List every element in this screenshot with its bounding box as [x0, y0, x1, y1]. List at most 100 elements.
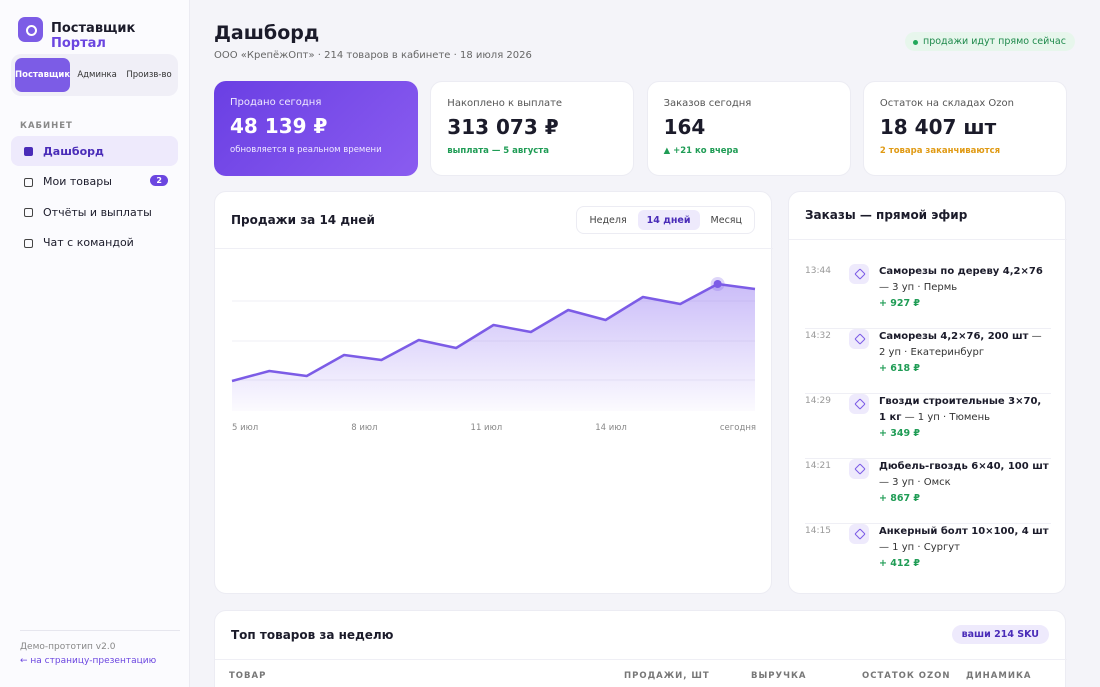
period-button[interactable]: 14 дней [637, 210, 700, 230]
x-axis: 5 июл 8 июл 11 июл 14 июл сегодня [232, 423, 756, 433]
column-header: ОСТАТОК OZON [862, 671, 951, 681]
kpi-note: выплата — 5 августа [447, 146, 549, 156]
sales-line [231, 282, 756, 383]
card-title: Заказы — прямой эфир [805, 208, 968, 222]
order-text: Анкерный болт 10×100, 4 шт — 1 уп · Сург… [879, 524, 1051, 572]
order-amount: + 927 ₽ [879, 298, 921, 309]
kpi-value: 48 139 ₽ [230, 114, 328, 138]
nav-item[interactable]: Отчёты и выплаты [11, 197, 178, 227]
kpi-label: Накоплено к выплате [447, 98, 563, 109]
kpi-note: 2 товара заканчиваются [879, 146, 1001, 156]
x-tick-label: 11 июл [470, 423, 503, 433]
sku-badge: ваши 214 SKU [951, 625, 1049, 644]
period-button[interactable]: Месяц [710, 214, 742, 226]
area [232, 284, 755, 411]
order-text: Дюбель-гвоздь 6×40, 100 шт — 3 уп · Омск… [879, 459, 1051, 507]
divider [215, 248, 773, 249]
role-tab[interactable]: Админка [77, 70, 117, 80]
x-tick-label: 14 июл [595, 423, 627, 433]
order-details: — 1 уп · Тюмень [901, 412, 990, 423]
card-title: Продажи за 14 дней [231, 213, 375, 227]
order-amount: + 867 ₽ [879, 493, 921, 504]
order-product: Дюбель-гвоздь 6×40, 100 шт [879, 461, 1049, 472]
kpi-note: обновляется в реальном времени [230, 145, 382, 155]
divider [20, 630, 180, 631]
subtitle: ООО «КрепёжОпт» · 214 товаров в кабинете… [214, 50, 532, 61]
order-product: Анкерный болт 10×100, 4 шт [879, 526, 1049, 537]
order-icon [849, 394, 869, 414]
role-tab[interactable]: Произв-во [126, 70, 172, 80]
back-link[interactable]: ← на страницу-презентацию [20, 656, 157, 666]
order-time: 14:15 [805, 526, 831, 536]
nav-label: Чат с командой [43, 236, 134, 249]
column-header: ДИНАМИКА [966, 671, 1032, 681]
nav-item[interactable]: Мои товары 2 [11, 167, 178, 197]
nav-item[interactable]: Дашборд [11, 136, 178, 166]
column-header: ТОВАР [229, 671, 267, 681]
divider [215, 659, 1067, 660]
live-status: продажи идут прямо сейчас [905, 32, 1075, 51]
logo [18, 17, 43, 42]
order-details: — 3 уп · Омск [879, 477, 951, 488]
version: Демо-прототип v2.0 [20, 642, 116, 652]
kpi-label: Продано сегодня [230, 97, 322, 108]
order-icon [849, 264, 869, 284]
x-tick-label: 8 июл [351, 423, 378, 433]
order-icon [849, 459, 869, 479]
order-time: 14:29 [805, 396, 831, 406]
kpi-card: Продано сегодня 48 139 ₽ обновляется в реа… [214, 81, 418, 176]
order-text: Саморезы 4,2×76, 200 шт — 2 уп · Екатери… [879, 329, 1051, 377]
order-details: — 1 уп · Сургут [879, 542, 960, 553]
sidebar: Поставщик Портал Поставщик Админка Произв-… [0, 0, 190, 687]
nav: Дашборд Мои товары 2 Отчёты и выплаты Чат с … [11, 136, 178, 258]
nav-badge: 2 [150, 174, 168, 186]
x-tick-label: 5 июл [232, 423, 259, 433]
order-text: Гвозди строительные 3×70, 1 кг — 1 уп · … [879, 394, 1051, 442]
order-time: 13:44 [805, 266, 831, 276]
page-title: Дашборд [214, 22, 320, 44]
order-time: 14:21 [805, 461, 831, 471]
kpi-label: Заказов сегодня [663, 98, 752, 109]
period-button[interactable]: Неделя [589, 214, 627, 226]
nav-item[interactable]: Чат с командой [11, 228, 178, 258]
order-row: 13:44 Саморезы по дереву 4,2×76 — 3 уп · … [805, 264, 1051, 329]
brand-name: Поставщик [51, 21, 136, 36]
nav-label: Дашборд [43, 144, 104, 158]
top-products-card: Топ товаров за неделю ваши 214 SKU ТОВАР… [214, 610, 1067, 687]
period-switch: Неделя 14 дней Месяц [576, 206, 755, 234]
order-amount: + 412 ₽ [879, 558, 921, 569]
kpi-card: Накоплено к выплате 313 073 ₽ выплата — 5 … [430, 81, 635, 176]
kpi-value: 18 407 шт [879, 115, 997, 139]
highlight-point [713, 280, 722, 288]
column-header: ВЫРУЧКА [751, 671, 807, 681]
kpi-value: 313 073 ₽ [447, 115, 559, 139]
nav-label: Мои товары [43, 175, 112, 188]
order-amount: + 349 ₽ [879, 428, 921, 439]
divider [789, 239, 1067, 240]
nav-label: Отчёты и выплаты [43, 205, 152, 219]
order-row: 14:21 Дюбель-гвоздь 6×40, 100 шт — 3 уп ·… [805, 459, 1051, 524]
order-time: 14:32 [805, 331, 831, 341]
order-product: Гвозди строительные 3×70, 1 кг [879, 396, 1042, 423]
role-tabs: Поставщик Админка Произв-во [11, 54, 178, 96]
card-title: Топ товаров за неделю [231, 628, 394, 642]
section-label: КАБИНЕТ [20, 121, 73, 131]
order-icon [849, 524, 869, 544]
orders-card: Заказы — прямой эфир 13:44 Саморезы по де… [788, 191, 1067, 594]
order-product: Саморезы по дереву 4,2×76 [879, 266, 1043, 277]
kpi-value: 164 [663, 115, 706, 139]
role-tab[interactable]: Поставщик [15, 58, 71, 92]
order-row: 14:15 Анкерный болт 10×100, 4 шт — 1 уп ·… [805, 524, 1051, 589]
order-details: — 2 уп · Екатеринбург [879, 331, 1042, 358]
order-icon [849, 329, 869, 349]
brand: Поставщик Портал [51, 21, 189, 51]
sales-chart [231, 277, 756, 411]
order-row: 14:29 Гвозди строительные 3×70, 1 кг — 1 … [805, 394, 1051, 459]
order-details: — 3 уп · Пермь [879, 282, 958, 293]
order-row: 14:32 Саморезы 4,2×76, 200 шт — 2 уп · Ек… [805, 329, 1051, 394]
order-product: Саморезы 4,2×76, 200 шт [879, 331, 1029, 342]
brand-accent: Портал [51, 36, 106, 51]
order-text: Саморезы по дереву 4,2×76 — 3 уп · Пермь… [879, 264, 1051, 312]
